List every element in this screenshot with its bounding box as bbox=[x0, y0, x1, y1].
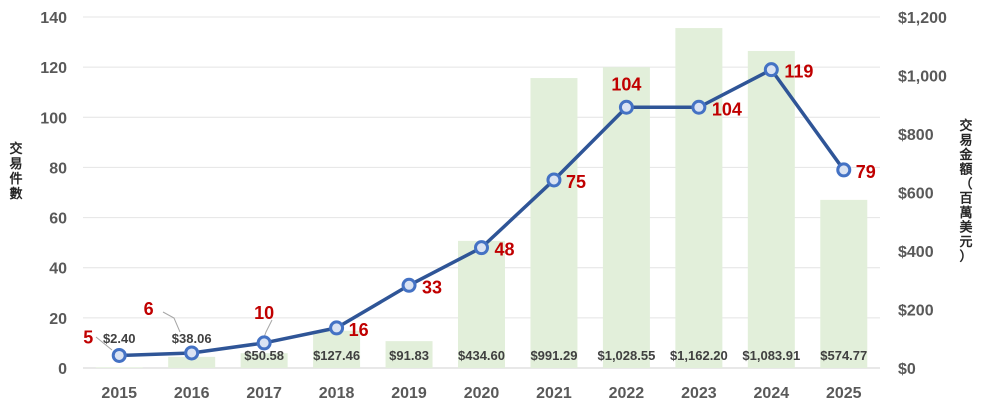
amount-bar-2019 bbox=[385, 341, 433, 368]
amount-bar-2017 bbox=[240, 353, 288, 368]
x-tick-2020: 2020 bbox=[464, 385, 500, 402]
right-tick-label: $200 bbox=[898, 303, 934, 320]
left-tick-label: 40 bbox=[49, 261, 67, 278]
amount-bar-2022 bbox=[602, 67, 650, 369]
right-tick-label: $1,000 bbox=[898, 69, 947, 86]
x-tick-2016: 2016 bbox=[174, 385, 210, 402]
deal-count-point-2021 bbox=[546, 172, 562, 188]
deal-count-label-2015: 5 bbox=[83, 327, 93, 347]
amount-label-2020: $434.60 bbox=[458, 348, 505, 363]
amount-bar-2025 bbox=[820, 199, 868, 368]
left-axis-title: 交易件數 bbox=[9, 141, 22, 202]
deal-count-label-2025: 79 bbox=[856, 162, 876, 182]
deal-count-point-2024 bbox=[763, 62, 779, 78]
amount-bar-2016 bbox=[168, 356, 216, 368]
amount-bars bbox=[95, 28, 868, 369]
right-tick-label: $400 bbox=[898, 244, 934, 261]
right-tick-label: $800 bbox=[898, 127, 934, 144]
x-tick-2015: 2015 bbox=[101, 385, 137, 402]
deal-count-label-2021: 75 bbox=[566, 172, 586, 192]
amount-bar-2015 bbox=[95, 367, 143, 368]
deal-count-point-2018 bbox=[329, 320, 345, 336]
left-tick-label: 120 bbox=[40, 60, 67, 77]
x-axis-ticks: 2015 2016 2017 2018 2019 2020 2021 2022 2023 2024… bbox=[101, 385, 861, 402]
deal-count-point-2017 bbox=[256, 335, 272, 351]
axis-titles: 交易件數 交易金額（百萬美元） bbox=[9, 118, 973, 265]
deal-count-label-2017: 10 bbox=[254, 303, 274, 323]
deal-count-point-2025 bbox=[836, 162, 852, 178]
amount-label-2016: $38.06 bbox=[172, 331, 212, 346]
amount-label-2019: $91.83 bbox=[389, 348, 429, 363]
amount-label-2023: $1,162.20 bbox=[670, 348, 728, 363]
x-tick-2021: 2021 bbox=[536, 385, 572, 402]
deal-count-point-2016 bbox=[184, 345, 200, 361]
amount-label-2025: $574.77 bbox=[820, 348, 867, 363]
deal-count-points bbox=[111, 62, 852, 363]
amount-label-2015: $2.40 bbox=[103, 331, 136, 346]
left-tick-label: 80 bbox=[49, 160, 67, 177]
right-tick-label: $0 bbox=[898, 361, 916, 378]
right-tick-label: $600 bbox=[898, 186, 934, 203]
right-axis-ticks: $0 $200 $400 $600 $800 $1,000 $1,200 bbox=[898, 10, 947, 378]
left-tick-label: 0 bbox=[58, 361, 67, 378]
amount-label-2024: $1,083.91 bbox=[742, 348, 800, 363]
amount-bar-2020 bbox=[458, 240, 505, 368]
amount-label-2017: $50.58 bbox=[244, 348, 284, 363]
right-tick-label: $1,200 bbox=[898, 10, 947, 27]
amount-bar-labels: $2.40 $38.06 $50.58 $127.46 $91.83 $434.60 $99… bbox=[103, 331, 867, 363]
amount-bar-2021 bbox=[530, 78, 578, 369]
x-tick-2018: 2018 bbox=[319, 385, 355, 402]
x-tick-2019: 2019 bbox=[391, 385, 427, 402]
amount-bar-2023 bbox=[675, 28, 723, 369]
left-tick-label: 20 bbox=[49, 311, 67, 328]
amount-bar-2024 bbox=[747, 50, 795, 368]
deal-count-point-2020 bbox=[474, 240, 489, 256]
x-tick-2025: 2025 bbox=[826, 385, 862, 402]
deal-count-label-2019: 33 bbox=[422, 277, 442, 297]
amount-label-2018: $127.46 bbox=[313, 348, 360, 363]
left-tick-label: 140 bbox=[40, 10, 67, 27]
right-axis-title: 交易金額（百萬美元） bbox=[958, 118, 973, 265]
x-tick-2023: 2023 bbox=[681, 385, 717, 402]
deal-count-point-2015 bbox=[111, 347, 127, 363]
left-tick-label: 100 bbox=[40, 110, 67, 127]
deal-count-point-2019 bbox=[401, 277, 417, 293]
x-tick-2024: 2024 bbox=[754, 385, 790, 402]
deal-count-label-2020: 48 bbox=[495, 240, 515, 260]
deal-count-point-2023 bbox=[691, 99, 707, 115]
left-tick-label: 60 bbox=[49, 211, 67, 228]
deal-count-label-2024: 119 bbox=[784, 62, 813, 82]
amount-bar-2018 bbox=[313, 330, 361, 368]
amount-label-2022: $1,028.55 bbox=[597, 348, 655, 363]
deal-count-label-2022: 104 bbox=[611, 74, 641, 94]
amount-label-2021: $991.29 bbox=[530, 348, 577, 363]
leader-line bbox=[95, 336, 113, 351]
deal-count-label-2023: 104 bbox=[712, 99, 742, 119]
deal-count-labels: 5 6 10 16 33 48 75 104 104 119 79 bbox=[83, 62, 876, 348]
x-tick-2017: 2017 bbox=[246, 385, 282, 402]
left-axis-ticks: 0 20 40 60 80 100 120 140 bbox=[40, 10, 67, 378]
leader-line bbox=[162, 311, 181, 333]
deal-count-label-2018: 16 bbox=[349, 320, 369, 340]
deal-count-point-2022 bbox=[618, 99, 634, 115]
x-tick-2022: 2022 bbox=[609, 385, 645, 402]
deal-count-label-2016: 6 bbox=[144, 299, 154, 319]
